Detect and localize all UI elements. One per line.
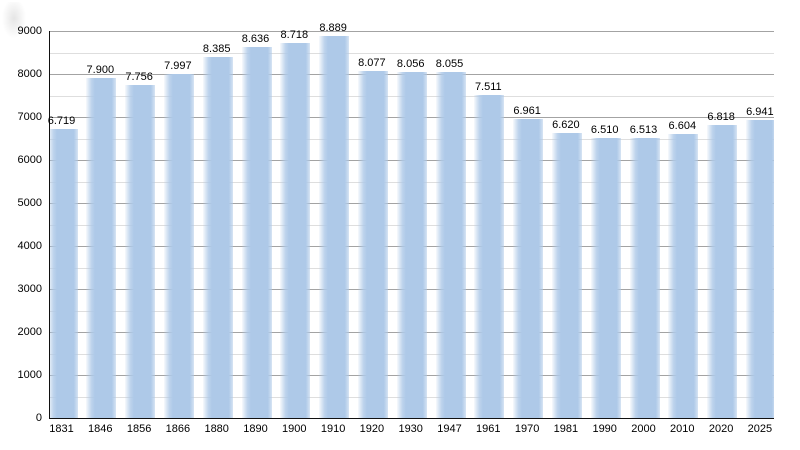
y-axis-label: 5000 xyxy=(17,197,42,209)
bar xyxy=(590,138,621,418)
x-axis-label: 1856 xyxy=(126,423,152,435)
bar xyxy=(474,95,505,418)
bar xyxy=(629,137,660,418)
bar xyxy=(319,35,350,418)
bar xyxy=(513,118,544,418)
bar-value-label: 8.056 xyxy=(396,57,425,70)
x-axis-label: 1920 xyxy=(359,423,385,435)
y-axis-label: 7000 xyxy=(17,111,42,123)
bar-value-label: 8.385 xyxy=(202,43,231,56)
y-axis-label: 8000 xyxy=(17,68,42,80)
bar-value-label: 6.719 xyxy=(47,115,76,128)
bar xyxy=(202,57,233,418)
bar-value-label: 7.756 xyxy=(125,70,153,83)
bar xyxy=(745,119,774,418)
bar-value-label: 6.941 xyxy=(746,105,774,118)
bar-value-label: 6.961 xyxy=(513,104,541,117)
bar xyxy=(280,43,311,418)
corner-artifact xyxy=(2,2,26,38)
bar-value-label: 8.889 xyxy=(319,21,347,34)
bar xyxy=(357,70,388,418)
bar-value-label: 8.636 xyxy=(241,32,270,45)
x-axis-label: 1831 xyxy=(49,423,74,435)
x-axis-label: 2000 xyxy=(631,423,656,435)
x-axis-label: 1890 xyxy=(243,423,268,435)
bar-value-label: 7.511 xyxy=(474,81,502,93)
x-axis-label: 1880 xyxy=(204,423,229,435)
y-axis-label: 9000 xyxy=(17,25,42,37)
x-axis-label: 1846 xyxy=(88,423,113,435)
x-axis-label: 1990 xyxy=(592,423,617,435)
bar xyxy=(707,124,738,418)
bar xyxy=(551,133,582,418)
y-axis-label: 3000 xyxy=(17,283,42,295)
x-axis-label: 1981 xyxy=(553,423,579,435)
x-axis-label: 1961 xyxy=(476,423,501,435)
y-axis-label: 6000 xyxy=(17,154,42,166)
x-axis-label: 2020 xyxy=(708,423,734,435)
bar-value-label: 6.510 xyxy=(590,124,619,137)
bar-value-label: 8.718 xyxy=(280,29,309,42)
bar-value-label: 6.818 xyxy=(707,110,735,123)
y-axis-label: 4000 xyxy=(17,240,42,252)
bar xyxy=(86,78,117,418)
gridline-minor xyxy=(50,52,774,54)
bar-value-label: 8.077 xyxy=(358,56,386,69)
bar xyxy=(396,71,427,418)
bar xyxy=(163,74,194,418)
x-axis-label: 2010 xyxy=(670,423,695,435)
x-axis-label: 1970 xyxy=(514,423,540,435)
y-axis-label: 2000 xyxy=(17,326,42,338)
y-axis-label: 1000 xyxy=(17,369,42,381)
x-axis-label: 1910 xyxy=(320,423,346,435)
bar-value-label: 7.900 xyxy=(86,64,115,77)
x-axis-label: 1947 xyxy=(437,423,462,435)
bar-value-label: 7.997 xyxy=(164,60,192,73)
bar xyxy=(435,71,466,418)
x-axis-label: 1930 xyxy=(398,423,423,435)
plot-area xyxy=(49,31,774,419)
bar-value-label: 6.604 xyxy=(668,120,697,132)
bar-value-label: 8.055 xyxy=(435,57,464,70)
bar-value-label: 6.513 xyxy=(629,123,658,136)
gridline-major xyxy=(50,31,774,32)
bar xyxy=(241,46,272,418)
bar xyxy=(50,129,78,418)
x-axis-label: 1900 xyxy=(282,423,307,435)
bar-value-label: 6.620 xyxy=(552,119,580,132)
x-axis-label: 2025 xyxy=(747,423,773,435)
bar xyxy=(125,84,156,418)
x-axis-label: 1866 xyxy=(165,423,191,435)
y-axis-label: 0 xyxy=(35,412,42,424)
bar xyxy=(668,134,699,418)
